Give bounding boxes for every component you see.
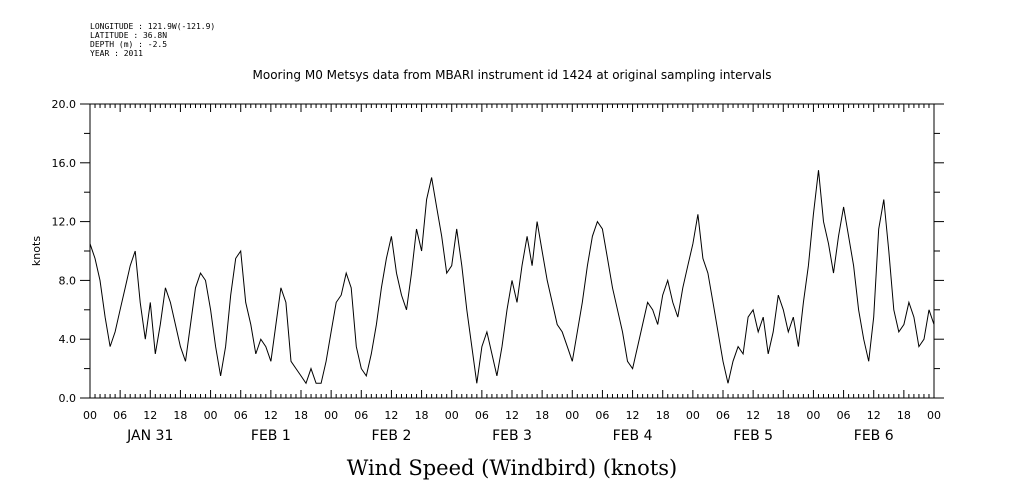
- y-tick-label: 20.0: [52, 98, 77, 111]
- day-labels: JAN 31 FEB 1 FEB 2 FEB 3 FEB 4 FEB 5 FEB 6: [126, 428, 894, 444]
- day-label: FEB 3: [492, 428, 532, 444]
- series-line-wind-speed: [89, 170, 935, 385]
- x-tick-label: 06: [234, 409, 248, 422]
- x-tick-label: 06: [475, 409, 489, 422]
- x-tick-label: 12: [143, 409, 157, 422]
- x-tick-label: 18: [656, 409, 670, 422]
- x-tick-label: 12: [626, 409, 640, 422]
- day-label: FEB 5: [733, 428, 773, 444]
- x-tick-label: 12: [746, 409, 760, 422]
- x-tick-label: 18: [294, 409, 308, 422]
- x-tick-label: 06: [716, 409, 730, 422]
- x-tick-label: 12: [384, 409, 398, 422]
- x-tick-label: 00: [324, 409, 338, 422]
- x-tick-label: 00: [806, 409, 820, 422]
- day-label: JAN 31: [126, 428, 173, 444]
- x-tick-label: 06: [837, 409, 851, 422]
- y-axis-label: knots: [30, 236, 43, 266]
- x-axis-label: Wind Speed (Windbird) (knots): [347, 456, 677, 480]
- depth-text: DEPTH (m) : -2.5: [90, 40, 168, 49]
- station-metadata: LONGITUDE : 121.9W(-121.9) LATITUDE : 36…: [90, 22, 215, 58]
- x-tick-label: 06: [595, 409, 609, 422]
- x-tick-label: 00: [83, 409, 97, 422]
- year-text: YEAR : 2011: [90, 49, 143, 58]
- x-tick-label: 00: [445, 409, 459, 422]
- x-tick-label: 18: [415, 409, 429, 422]
- x-tick-label: 12: [264, 409, 278, 422]
- y-tick-label: 4.0: [59, 333, 77, 346]
- y-tick-labels: 0.0 4.0 8.0 12.0 16.0 20.0: [52, 98, 77, 405]
- y-tick-label: 12.0: [52, 216, 77, 229]
- y-tick-label: 16.0: [52, 157, 77, 170]
- chart-title: Mooring M0 Metsys data from MBARI instru…: [253, 68, 772, 82]
- y-tick-label: 8.0: [59, 274, 77, 287]
- x-tick-label: 18: [173, 409, 187, 422]
- x-tick-label: 00: [686, 409, 700, 422]
- day-label: FEB 6: [854, 428, 894, 444]
- day-label: FEB 2: [371, 428, 411, 444]
- x-tick-label: 00: [927, 409, 941, 422]
- day-label: FEB 4: [613, 428, 653, 444]
- x-tick-label: 18: [535, 409, 549, 422]
- x-tick-label: 12: [867, 409, 881, 422]
- x-tick-label: 00: [204, 409, 218, 422]
- x-tick-label: 18: [897, 409, 911, 422]
- x-tick-labels: 00 06 12 18 00 06 12 18 00 06 12 18 00 06 12 18 00 06 12 18…: [83, 409, 941, 422]
- x-tick-label: 12: [505, 409, 519, 422]
- x-tick-label: 18: [776, 409, 790, 422]
- latitude-text: LATITUDE : 36.8N: [90, 31, 168, 40]
- day-label: FEB 1: [251, 428, 291, 444]
- longitude-text: LONGITUDE : 121.9W(-121.9): [90, 22, 216, 31]
- x-tick-label: 00: [565, 409, 579, 422]
- y-tick-label: 0.0: [59, 392, 77, 405]
- x-tick-label: 06: [354, 409, 368, 422]
- x-tick-label: 06: [113, 409, 127, 422]
- axis-ticks: [80, 103, 944, 399]
